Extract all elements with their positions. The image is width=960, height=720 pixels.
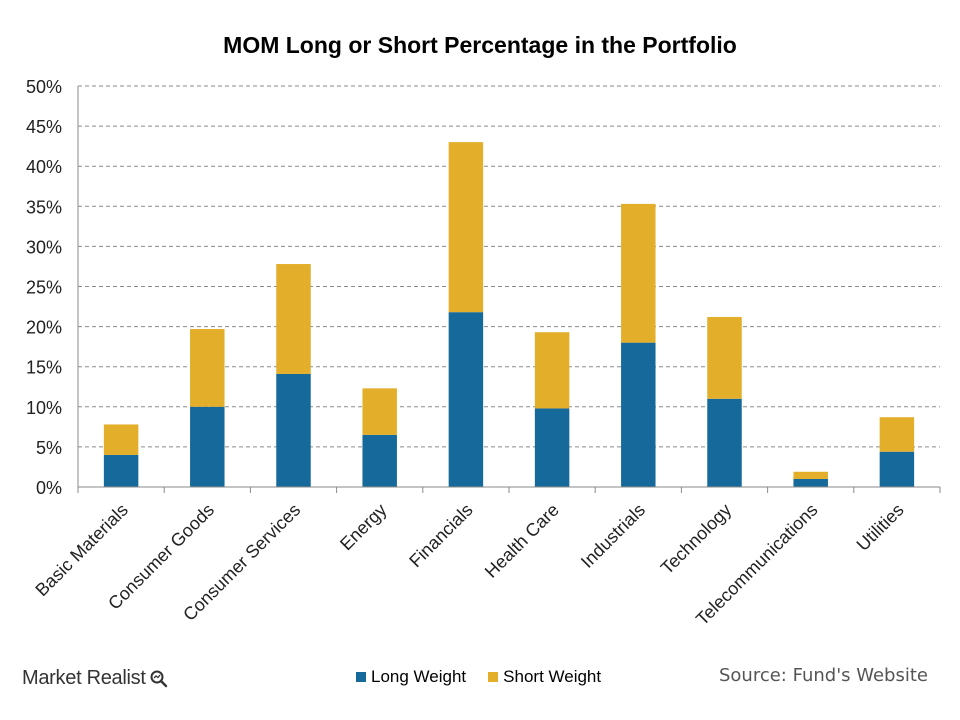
legend-swatch-short <box>488 672 499 682</box>
bar-short-financials <box>448 142 484 313</box>
bar-long-industrials <box>621 342 656 487</box>
legend: Long Weight Short Weight <box>356 667 623 687</box>
y-tick-label: 35% <box>26 197 62 217</box>
chart-title: MOM Long or Short Percentage in the Port… <box>223 32 737 58</box>
bar-short-energy <box>362 388 397 435</box>
bar-long-utilities <box>879 451 915 487</box>
x-tick-label: Financials <box>405 500 476 571</box>
bar-short-industrials <box>621 203 656 343</box>
y-tick-label: 0% <box>36 478 62 498</box>
legend-item-short: Short Weight <box>488 667 601 687</box>
bars <box>103 142 915 487</box>
bar-short-utilities <box>879 417 915 452</box>
y-tick-label: 10% <box>26 398 62 418</box>
bar-short-consumer-goods <box>190 329 225 407</box>
legend-item-long: Long Weight <box>356 667 466 687</box>
x-tick-label: Technology <box>657 500 736 579</box>
y-tick-label: 40% <box>26 157 62 177</box>
legend-swatch-long <box>356 672 366 682</box>
brand-logo: Market Realist <box>22 667 169 690</box>
y-tick-label: 30% <box>26 237 62 257</box>
x-tick-label: Utilities <box>853 500 908 555</box>
bar-long-telecommunications <box>793 478 828 487</box>
y-tick-label: 25% <box>26 278 62 298</box>
y-tick-label: 5% <box>36 438 62 458</box>
x-tick-label: Health Care <box>481 500 563 582</box>
bar-long-basic-materials <box>103 454 139 487</box>
y-tick-label: 50% <box>26 77 62 97</box>
bar-long-health-care <box>534 408 570 487</box>
y-tick-label: 20% <box>26 318 62 338</box>
x-tick-label: Basic Materials <box>31 500 131 600</box>
bar-long-financials <box>448 312 484 487</box>
legend-label-short: Short Weight <box>503 667 602 686</box>
bar-short-telecommunications <box>793 471 828 479</box>
y-tick-label: 15% <box>26 358 62 378</box>
source-note: Source: Fund's Website <box>718 665 928 686</box>
bar-short-basic-materials <box>103 424 139 455</box>
bar-long-consumer-services <box>276 373 311 487</box>
bar-long-energy <box>362 434 397 487</box>
bar-short-health-care <box>534 332 570 409</box>
x-tick-label: Energy <box>336 500 390 554</box>
bar-short-technology <box>707 316 742 399</box>
brand-name: Market Realist <box>22 667 146 689</box>
bar-long-technology <box>707 398 742 487</box>
magnifier-icon <box>150 670 167 687</box>
bar-long-consumer-goods <box>190 406 225 487</box>
bar-short-consumer-services <box>276 264 311 374</box>
bar-chart: 0% 5% 10% 15% 20% 25% 30% 35% 40% 45% 50% Basic Ma… <box>26 77 941 629</box>
x-tick-label: Industrials <box>577 500 649 572</box>
y-tick-label: 45% <box>26 117 62 137</box>
y-axis: 0% 5% 10% 15% 20% 25% 30% 35% 40% 45% 50% <box>26 77 79 498</box>
legend-label-long: Long Weight <box>371 667 467 686</box>
